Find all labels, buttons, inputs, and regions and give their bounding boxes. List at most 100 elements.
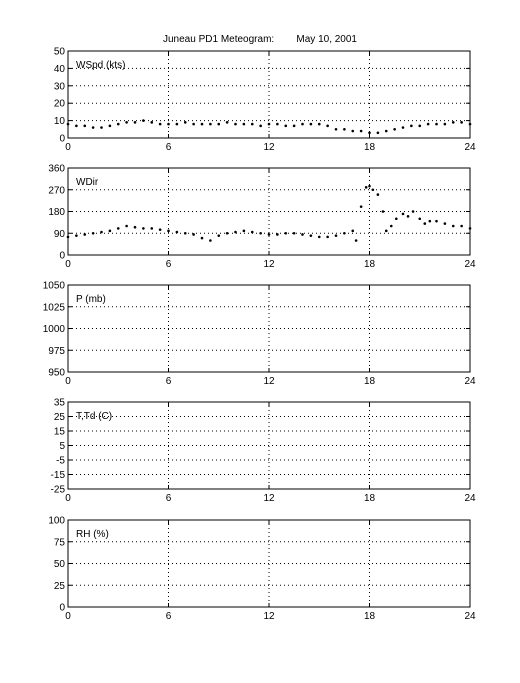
data-point — [411, 210, 415, 213]
data-point — [354, 239, 358, 242]
data-point — [242, 122, 246, 126]
data-point — [133, 225, 137, 229]
data-point — [234, 230, 237, 234]
data-point — [192, 122, 195, 126]
data-point — [435, 122, 438, 126]
y-tick-label: 75 — [54, 537, 66, 548]
data-point — [292, 231, 296, 235]
panel-label: T,Td (C) — [76, 411, 112, 422]
y-tick-label: 1050 — [43, 281, 66, 292]
y-tick-label: 0 — [59, 251, 65, 262]
data-point — [142, 227, 145, 230]
data-point — [116, 122, 120, 126]
data-point — [435, 219, 438, 223]
data-point — [83, 124, 87, 128]
y-tick-label: 975 — [48, 346, 65, 357]
data-point — [108, 229, 112, 233]
data-point — [376, 193, 380, 196]
data-point — [406, 215, 410, 218]
data-point — [183, 231, 187, 235]
y-tick-label: 30 — [54, 81, 66, 92]
data-point — [423, 222, 427, 225]
x-tick-label: 12 — [263, 259, 275, 270]
data-point — [209, 122, 212, 126]
data-point — [418, 217, 422, 221]
data-point — [200, 122, 204, 126]
data-point — [334, 234, 338, 237]
y-tick-label: 270 — [48, 185, 65, 196]
data-point — [401, 212, 405, 216]
data-point — [451, 121, 455, 124]
data-point — [284, 124, 288, 128]
data-point — [142, 119, 145, 122]
x-tick-label: 18 — [364, 259, 376, 270]
data-point — [100, 126, 103, 129]
data-point — [267, 122, 271, 126]
data-point — [150, 227, 154, 230]
data-point — [309, 234, 313, 237]
data-point — [384, 229, 388, 233]
y-tick-label: 15 — [54, 427, 66, 438]
y-tick-label: 1000 — [43, 324, 66, 335]
x-tick-label: 0 — [65, 259, 71, 270]
data-point — [451, 224, 455, 228]
data-point — [376, 131, 380, 135]
data-point — [428, 219, 432, 223]
x-tick-label: 6 — [166, 493, 172, 504]
data-point — [242, 229, 246, 233]
data-point — [384, 129, 388, 133]
x-tick-label: 24 — [464, 493, 476, 504]
data-point — [468, 122, 472, 126]
data-point — [158, 122, 162, 126]
data-point — [91, 126, 95, 129]
data-point — [150, 121, 154, 124]
data-point — [317, 122, 321, 126]
data-point — [326, 124, 329, 128]
x-tick-label: 6 — [166, 376, 172, 387]
y-tick-label: 1025 — [43, 302, 66, 313]
data-point — [250, 122, 254, 126]
data-point — [351, 229, 355, 233]
panel-label: P (mb) — [76, 294, 106, 305]
data-point — [443, 222, 447, 225]
data-point — [443, 122, 447, 126]
data-point — [183, 121, 187, 124]
data-point — [259, 124, 262, 128]
y-tick-label: 25 — [54, 581, 66, 592]
data-point — [167, 122, 170, 126]
panel-label: WSpd (kts) — [76, 60, 125, 71]
y-tick-label: 20 — [54, 99, 66, 110]
data-point — [217, 234, 221, 237]
x-tick-label: 6 — [166, 611, 172, 622]
panel-label: WDir — [76, 177, 99, 188]
page-title: Juneau PD1 Meteogram: May 10, 2001 — [163, 34, 357, 45]
y-tick-label: 100 — [48, 516, 65, 527]
x-tick-label: 12 — [263, 376, 275, 387]
data-point — [100, 230, 103, 234]
x-tick-label: 12 — [263, 142, 275, 153]
data-point — [192, 233, 195, 236]
y-tick-label: -5 — [56, 456, 65, 467]
y-tick-label: 50 — [54, 47, 66, 58]
x-tick-label: 18 — [364, 142, 376, 153]
data-point — [371, 188, 375, 192]
y-tick-label: 35 — [54, 398, 66, 409]
data-point — [301, 122, 304, 126]
data-point — [234, 122, 237, 126]
x-tick-label: 6 — [166, 142, 172, 153]
data-point — [66, 122, 70, 126]
data-point — [66, 235, 70, 239]
data-point — [460, 121, 463, 124]
data-point — [259, 231, 262, 235]
data-point — [426, 122, 430, 126]
data-point — [133, 121, 137, 124]
y-tick-label: 40 — [54, 64, 66, 75]
data-point — [108, 124, 112, 128]
data-point — [343, 128, 346, 131]
x-tick-label: 24 — [464, 376, 476, 387]
data-point — [368, 184, 371, 188]
data-point — [175, 230, 179, 234]
data-point — [368, 131, 371, 135]
data-point — [364, 186, 368, 189]
data-point — [276, 122, 279, 126]
